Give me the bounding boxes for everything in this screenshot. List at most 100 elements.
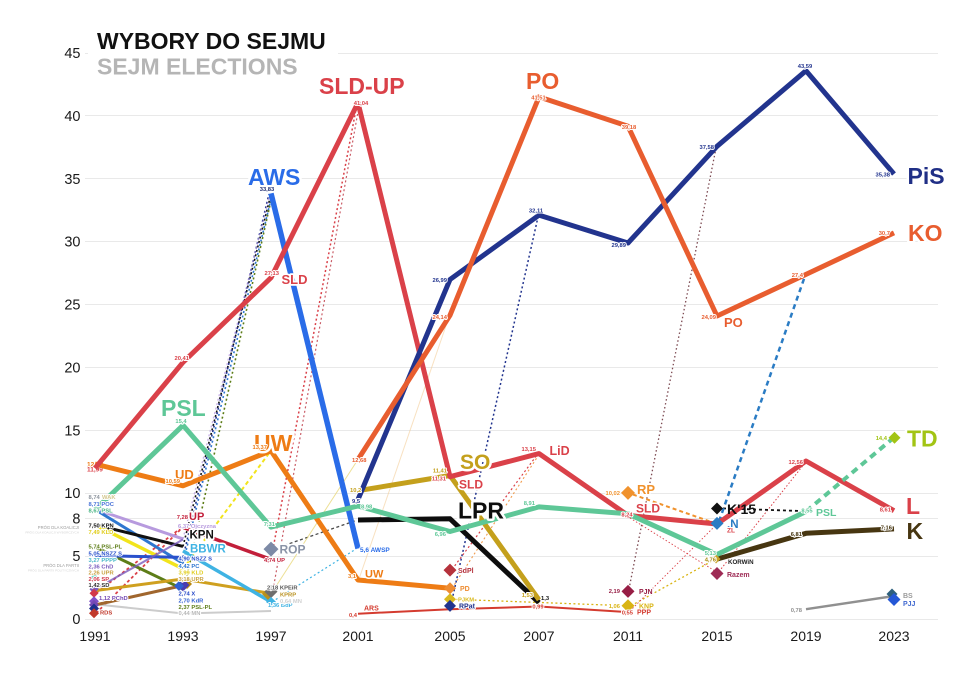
- svg-text:.N: .N: [727, 519, 739, 531]
- svg-text:12,68: 12,68: [352, 458, 367, 464]
- svg-text:5,05 NSZZ S: 5,05 NSZZ S: [89, 552, 123, 558]
- svg-text:2,74 X: 2,74 X: [179, 592, 196, 598]
- svg-text:PSL: PSL: [161, 395, 206, 421]
- svg-text:PJKM: PJKM: [458, 598, 474, 604]
- svg-text:10,02: 10,02: [605, 491, 620, 497]
- svg-text:PiS: PiS: [908, 163, 945, 189]
- svg-text:1997: 1997: [255, 628, 286, 644]
- svg-text:5,13: 5,13: [705, 551, 717, 557]
- svg-text:WAK: WAK: [102, 495, 116, 501]
- svg-text:L: L: [906, 493, 920, 519]
- svg-text:11,41: 11,41: [433, 469, 448, 475]
- svg-text:4,42 PC: 4,42 PC: [179, 564, 201, 570]
- svg-text:ARS: ARS: [364, 606, 379, 613]
- svg-text:20: 20: [64, 360, 80, 376]
- svg-text:7,28: 7,28: [177, 515, 189, 521]
- svg-text:SdPl: SdPl: [458, 568, 474, 575]
- svg-text:11,31: 11,31: [432, 477, 447, 483]
- svg-text:KPN: KPN: [190, 530, 214, 542]
- svg-text:13,15: 13,15: [521, 447, 536, 453]
- svg-text:2019: 2019: [790, 628, 821, 644]
- svg-text:UP: UP: [189, 511, 204, 523]
- svg-text:0,78: 0,78: [791, 608, 803, 614]
- svg-text:35,38: 35,38: [875, 173, 890, 179]
- svg-text:30,7: 30,7: [879, 231, 890, 237]
- svg-text:5: 5: [72, 549, 80, 565]
- svg-text:ROP: ROP: [280, 543, 306, 557]
- svg-text:SEJM ELECTIONS: SEJM ELECTIONS: [97, 54, 298, 80]
- svg-text:0,99: 0,99: [532, 605, 544, 611]
- svg-text:0,55: 0,55: [622, 611, 634, 617]
- svg-text:LiD: LiD: [550, 444, 570, 458]
- svg-text:9,5: 9,5: [352, 499, 361, 505]
- svg-text:2,36 ChD: 2,36 ChD: [89, 565, 114, 571]
- svg-text:SLD: SLD: [459, 478, 483, 492]
- svg-text:2,18 KPEiR: 2,18 KPEiR: [267, 586, 298, 592]
- svg-text:10,2: 10,2: [350, 488, 361, 494]
- svg-text:SLD: SLD: [636, 502, 660, 516]
- svg-text:RDS: RDS: [100, 611, 112, 617]
- svg-text:24,14: 24,14: [432, 315, 447, 321]
- svg-text:39,18: 39,18: [622, 125, 637, 131]
- svg-text:2015: 2015: [701, 628, 732, 644]
- svg-text:4,76: 4,76: [705, 558, 717, 564]
- svg-text:26,99: 26,99: [432, 278, 447, 284]
- svg-text:1,42 SD: 1,42 SD: [89, 583, 110, 589]
- svg-text:0,64 MN: 0,64 MN: [280, 599, 302, 605]
- svg-text:2011: 2011: [613, 628, 643, 644]
- svg-text:7,49 KLD: 7,49 KLD: [89, 530, 114, 536]
- svg-text:K'15: K'15: [727, 501, 756, 517]
- svg-text:30: 30: [64, 235, 80, 251]
- svg-text:SLD-UP: SLD-UP: [319, 73, 405, 99]
- svg-text:8,71 POC: 8,71 POC: [89, 502, 115, 508]
- svg-text:PRÓG DLA PARTII POLITYCZNYCH: PRÓG DLA PARTII POLITYCZNYCH: [28, 568, 79, 573]
- svg-text:8,98: 8,98: [361, 505, 373, 511]
- svg-text:KO: KO: [908, 220, 943, 246]
- svg-text:PO: PO: [724, 315, 743, 330]
- svg-text:KORWiN: KORWiN: [728, 559, 754, 566]
- svg-text:LPR: LPR: [458, 498, 504, 524]
- svg-text:UD: UD: [175, 467, 194, 482]
- svg-text:8,24: 8,24: [621, 513, 633, 519]
- svg-text:PJN: PJN: [639, 589, 653, 596]
- svg-text:PJJ: PJJ: [903, 601, 916, 608]
- svg-text:11,99: 11,99: [87, 467, 103, 474]
- svg-text:SO: SO: [460, 451, 490, 474]
- svg-text:8,91: 8,91: [524, 501, 536, 507]
- svg-text:PRÓG DLA KOALICJI WYBORCZYCH: PRÓG DLA KOALICJI WYBORCZYCH: [25, 530, 79, 535]
- svg-text:2,37 PSL-PL: 2,37 PSL-PL: [179, 605, 213, 611]
- svg-text:UW: UW: [365, 569, 384, 581]
- svg-text:6,81: 6,81: [791, 532, 803, 538]
- svg-text:2007: 2007: [523, 628, 554, 644]
- svg-text:4,90 NSZZ S: 4,90 NSZZ S: [179, 557, 213, 563]
- svg-text:BS: BS: [903, 593, 913, 600]
- svg-text:8,55: 8,55: [801, 509, 813, 515]
- svg-text:1,53: 1,53: [522, 593, 534, 599]
- svg-text:1,36 BdP: 1,36 BdP: [268, 603, 293, 609]
- svg-text:27,13: 27,13: [264, 271, 279, 277]
- svg-text:ZL: ZL: [727, 528, 735, 535]
- svg-text:10: 10: [64, 486, 80, 502]
- svg-text:3,1: 3,1: [348, 574, 357, 580]
- svg-text:13,37: 13,37: [252, 445, 267, 451]
- svg-text:PD: PD: [460, 586, 470, 593]
- svg-text:6,96: 6,96: [435, 532, 447, 538]
- svg-text:5,74 PSL-PL: 5,74 PSL-PL: [89, 545, 123, 551]
- svg-text:8,67 PSL: 8,67 PSL: [89, 509, 114, 515]
- svg-text:0,4: 0,4: [349, 613, 358, 619]
- svg-text:3,18 UPR: 3,18 UPR: [179, 577, 205, 583]
- svg-text:0,44 MN: 0,44 MN: [179, 611, 201, 617]
- svg-text:40: 40: [64, 109, 80, 125]
- svg-text:2,70 KdR: 2,70 KdR: [179, 599, 205, 605]
- svg-text:PPP: PPP: [637, 610, 651, 617]
- svg-text:AWS: AWS: [248, 164, 300, 190]
- svg-text:27,4: 27,4: [792, 273, 804, 279]
- svg-text:20,41: 20,41: [174, 356, 189, 362]
- svg-text:1993: 1993: [167, 628, 198, 644]
- svg-text:15: 15: [64, 423, 80, 439]
- svg-text:45: 45: [64, 46, 80, 62]
- svg-text:K: K: [907, 518, 924, 544]
- svg-text:8,61: 8,61: [880, 508, 892, 514]
- svg-text:43,59: 43,59: [798, 64, 813, 70]
- svg-text:2,19: 2,19: [609, 589, 621, 595]
